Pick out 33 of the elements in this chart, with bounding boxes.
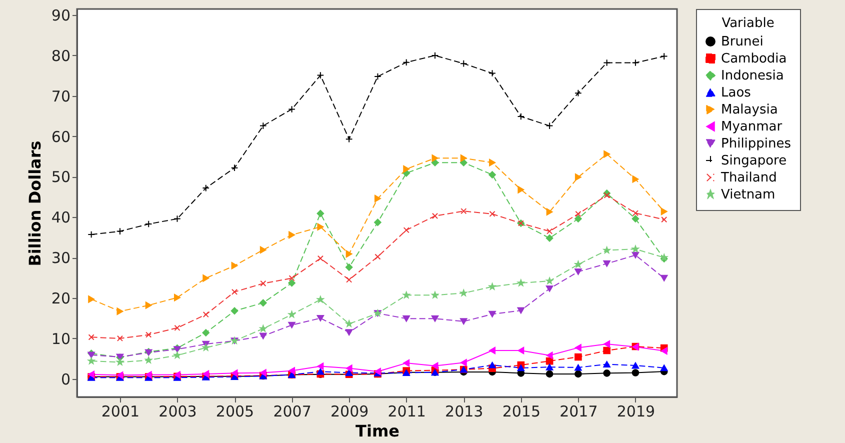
y-axis-title: Billion Dollars	[25, 140, 44, 266]
legend-label: Thailand	[720, 170, 777, 186]
legend-label: Malaysia	[721, 102, 778, 118]
y-tick-label: 20	[51, 289, 70, 308]
y-tick-label: 80	[51, 46, 70, 65]
x-tick-label: 2005	[216, 402, 254, 420]
x-tick-label: 2001	[101, 402, 140, 420]
legend-label: Philippines	[721, 136, 792, 152]
legend-label: Indonesia	[721, 68, 784, 84]
y-tick-label: 90	[51, 6, 70, 25]
legend-title: Variable	[722, 16, 774, 31]
legend-label: Myanmar	[721, 120, 783, 134]
y-tick-label: 50	[51, 168, 70, 186]
legend-label: Singapore	[721, 154, 787, 168]
y-tick-label: 10	[51, 330, 70, 348]
y-tick-label: 70	[51, 87, 70, 106]
legend-label: Brunei	[721, 34, 764, 50]
y-tick-label: 40	[51, 208, 70, 227]
x-axis-title: Time	[356, 422, 400, 440]
y-tick-label: 0	[60, 370, 70, 388]
x-tick-label: 2003	[158, 402, 197, 420]
x-tick-label: 2007	[273, 402, 312, 420]
legend-label: Cambodia	[721, 52, 787, 66]
x-tick-label: 2015	[502, 402, 541, 420]
x-tick-label: 2013	[445, 402, 484, 420]
y-tick-label: 30	[51, 249, 70, 268]
x-tick-label: 2019	[616, 402, 656, 420]
x-tick-label: 2017	[560, 402, 598, 420]
y-tick-label: 60	[51, 128, 70, 146]
x-tick-label: 2009	[330, 402, 369, 420]
legend-label: Vietnam	[721, 188, 776, 202]
legend-label: Laos	[721, 86, 752, 100]
x-tick-label: 2011	[388, 402, 426, 420]
